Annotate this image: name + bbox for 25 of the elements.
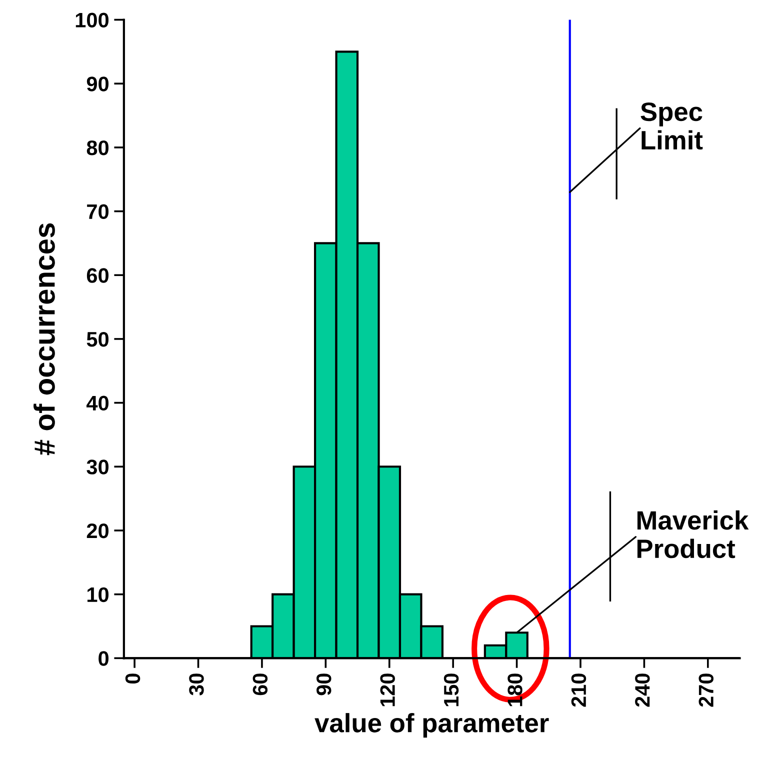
y-axis-title: # of occurrences [34, 223, 55, 456]
y-tick-label: 0 [98, 651, 108, 666]
x-tick-label: 60 [252, 674, 268, 696]
x-axis-title: value of parameter [314, 713, 549, 738]
x-tick-label: 30 [189, 674, 204, 696]
x-tick-label: 210 [571, 674, 586, 707]
x-tick-label: 180 [508, 674, 522, 706]
y-tick-label: 100 [76, 12, 108, 28]
x-tick-label: 0 [125, 674, 140, 684]
y-tick-label: 50 [86, 332, 108, 347]
x-tick-label: 240 [635, 674, 650, 707]
y-tick-label: 80 [86, 140, 108, 156]
y-tick-label: 60 [86, 268, 108, 283]
x-tick-label: 270 [698, 674, 714, 707]
y-tick-label: 10 [87, 587, 108, 602]
ref-line-label: Spec Limit [640, 102, 703, 150]
y-tick-label: 20 [86, 523, 108, 538]
y-tick-label: 90 [86, 76, 108, 92]
y-tick-label: 40 [86, 396, 108, 411]
x-tick-label: 120 [380, 674, 395, 706]
y-tick-label: 30 [86, 460, 108, 474]
y-tick-label: 70 [87, 204, 108, 220]
x-tick-label: 150 [444, 674, 459, 706]
annotation: Maverick Product [637, 510, 749, 558]
x-tick-label: 90 [316, 674, 332, 696]
